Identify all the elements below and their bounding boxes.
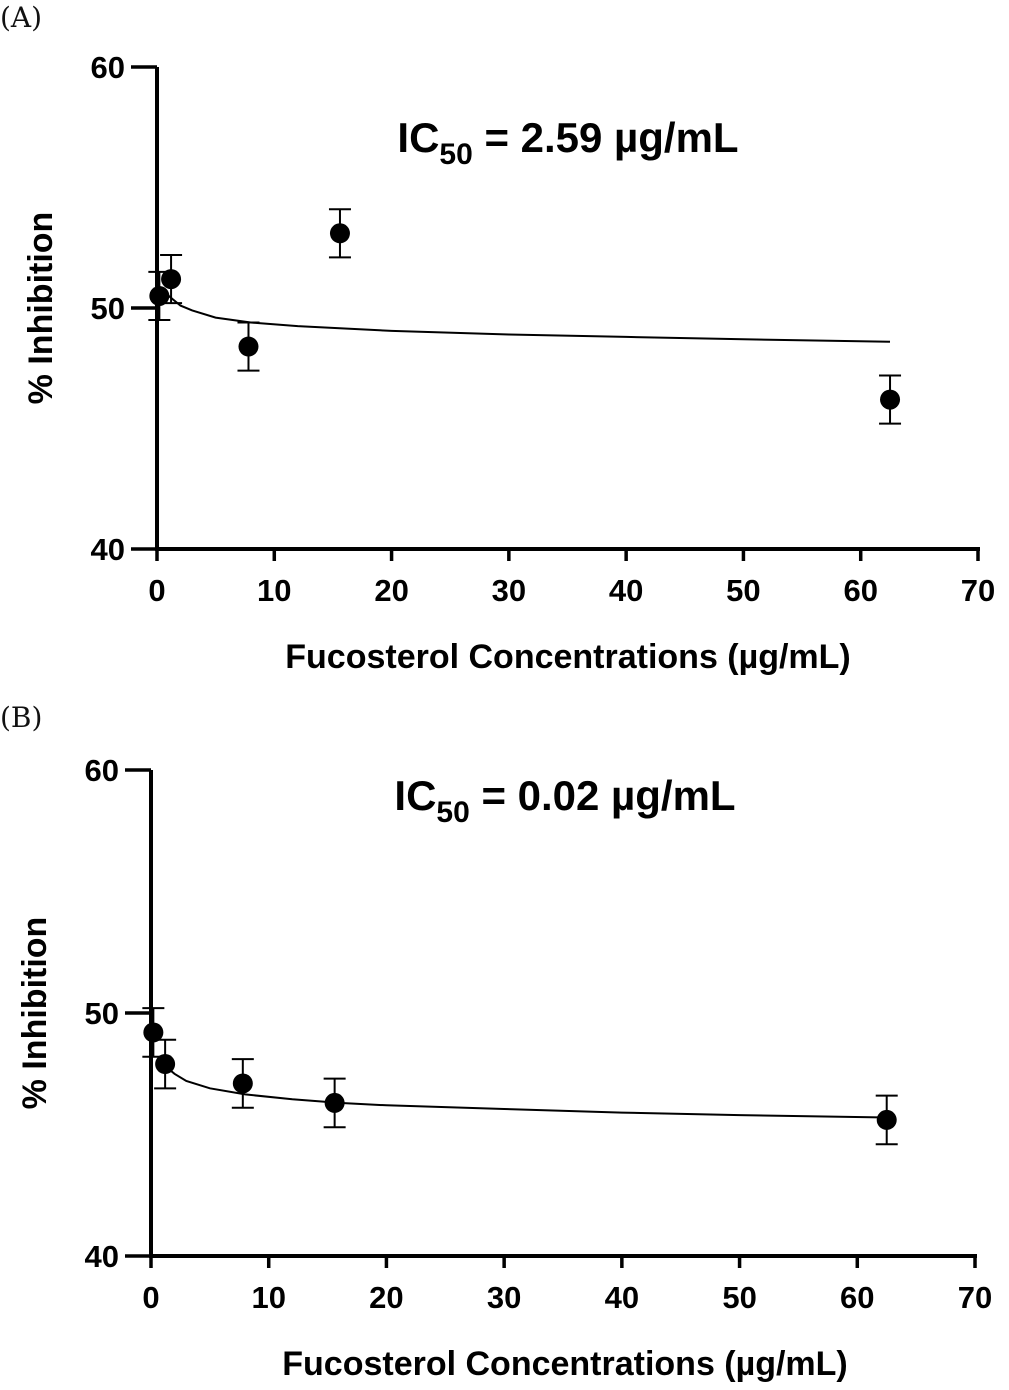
x-tick-label: 10	[251, 1280, 285, 1315]
data-point	[324, 1092, 345, 1113]
y-tick-label: 50	[91, 291, 125, 326]
x-tick-label: 50	[722, 1280, 756, 1315]
y-tick-label: 40	[91, 532, 125, 567]
x-tick-label: 0	[142, 1280, 159, 1315]
data-point	[876, 1109, 897, 1130]
ic50-annotation: IC50 = 2.59 µg/mL	[397, 114, 738, 171]
y-axis-title: % Inhibition	[16, 917, 54, 1110]
x-tick-label: 20	[369, 1280, 403, 1315]
x-tick-label: 60	[843, 573, 877, 608]
data-point	[161, 269, 182, 290]
data-point	[143, 1022, 164, 1043]
panel-label-a: (A)	[0, 1, 42, 34]
x-axis-title: Fucosterol Concentrations (µg/mL)	[282, 1345, 848, 1383]
x-tick-label: 20	[374, 573, 408, 608]
x-tick-label: 60	[840, 1280, 874, 1315]
chart-b: 0 10 20 30 40 50 60 70 40 50 60 Fucosterol Concentr…	[16, 753, 992, 1383]
data-point	[232, 1073, 253, 1094]
x-tick-label: 40	[605, 1280, 639, 1315]
x-tick-label: 0	[148, 573, 165, 608]
data-point	[238, 336, 259, 357]
y-tick-label: 60	[91, 50, 125, 85]
x-tick-label: 10	[257, 573, 291, 608]
y-tick-label: 60	[85, 753, 119, 788]
x-tick-label: 40	[609, 573, 643, 608]
x-tick-label: 30	[492, 573, 526, 608]
panel-label-b: (B)	[0, 701, 42, 734]
data-point	[329, 223, 350, 244]
fit-curve	[162, 1063, 887, 1119]
y-axis-title: % Inhibition	[22, 212, 60, 405]
ic50-annotation: IC50 = 0.02 µg/mL	[394, 772, 735, 829]
x-tick-label: 70	[958, 1280, 992, 1315]
chart-a: 0 10 20 30 40 50 60 70 40 50 60 Fucosterol Concentr…	[22, 50, 995, 676]
x-tick-label: 70	[961, 573, 995, 608]
data-point	[149, 285, 170, 306]
x-tick-label: 50	[726, 573, 760, 608]
y-tick-label: 50	[85, 996, 119, 1031]
x-tick-label: 30	[487, 1280, 521, 1315]
x-axis-title: Fucosterol Concentrations (µg/mL)	[285, 638, 851, 676]
y-tick-label: 40	[85, 1239, 119, 1274]
fit-curve	[162, 288, 891, 343]
data-point	[155, 1054, 176, 1075]
data-point	[880, 389, 901, 410]
